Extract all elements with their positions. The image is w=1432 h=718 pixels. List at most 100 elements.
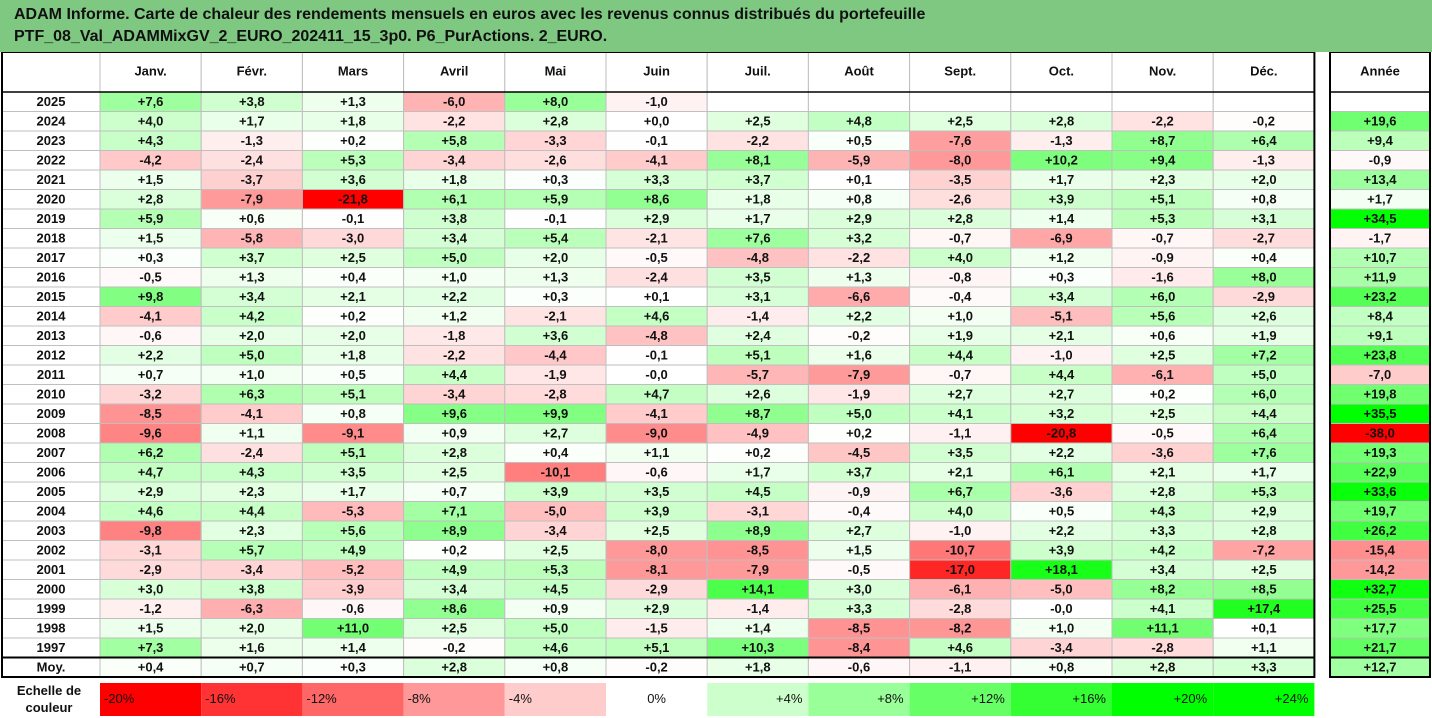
cell-value: -9,0: [645, 426, 667, 441]
cell-value: +1,8: [745, 192, 771, 207]
cell-value: +0,7: [441, 484, 467, 499]
year-label: 2004: [37, 504, 67, 519]
heatmap-cell: [706, 91, 809, 112]
cell-value: +7,3: [138, 640, 164, 655]
column-header-annual: Année: [1360, 63, 1400, 78]
cell-value: +11,0: [337, 621, 369, 636]
heatmap-cell: [1111, 91, 1214, 112]
column-header: Juil.: [745, 63, 771, 78]
cell-value: +2,5: [947, 114, 973, 129]
cell-value: +5,1: [1150, 192, 1176, 207]
cell-value: +0,4: [340, 270, 366, 285]
cell-value: -5,9: [848, 153, 870, 168]
cell-value: +1,7: [745, 211, 771, 226]
cell-value: +8,7: [745, 406, 771, 421]
cell-value: -8,0: [949, 153, 971, 168]
cell-value: +9,8: [138, 289, 164, 304]
cell-value: -1,0: [949, 523, 971, 538]
cell-value: -8,4: [848, 640, 871, 655]
cell-value: +2,8: [441, 445, 467, 460]
column-header: Janv.: [134, 63, 166, 78]
annual-value: +17,7: [1364, 621, 1397, 636]
cell-value: +2,8: [1150, 484, 1176, 499]
year-label: 1999: [37, 601, 66, 616]
cell-value: -1,5: [645, 621, 667, 636]
cell-value: -4,4: [544, 348, 567, 363]
cell-value: +7,6: [138, 94, 164, 109]
year-label: 2019: [37, 211, 66, 226]
cell-value: -4,8: [645, 328, 667, 343]
cell-value: +5,9: [138, 211, 164, 226]
cell-value: +5,3: [1251, 484, 1277, 499]
cell-value: +2,8: [947, 211, 973, 226]
cell-value: +2,0: [239, 328, 265, 343]
cell-value: +18,1: [1045, 562, 1078, 577]
cell-value: -5,3: [342, 504, 364, 519]
average-value: +0,8: [543, 660, 569, 675]
annual-value: +9,4: [1367, 133, 1393, 148]
cell-value: +4,6: [543, 640, 569, 655]
cell-value: +5,4: [543, 231, 569, 246]
cell-value: +3,9: [1049, 192, 1075, 207]
average-value: +3,3: [1251, 660, 1277, 675]
year-label: 2005: [37, 484, 66, 499]
year-label: 2011: [37, 367, 65, 382]
cell-value: +5,0: [441, 250, 467, 265]
title-band: ADAM Informe. Carte de chaleur des rende…: [0, 0, 1432, 52]
cell-value: -2,7: [1253, 231, 1275, 246]
scale-swatch: [1213, 683, 1315, 716]
cell-value: -6,6: [848, 289, 870, 304]
annual-value: +33,6: [1364, 484, 1397, 499]
cell-value: +1,1: [644, 445, 670, 460]
cell-value: -5,0: [544, 504, 566, 519]
cell-value: +3,7: [745, 172, 771, 187]
annual-value: +23,8: [1364, 348, 1397, 363]
cell-value: +0,3: [543, 289, 569, 304]
cell-value: -4,8: [747, 250, 769, 265]
cell-value: +2,9: [644, 601, 670, 616]
cell-value: +4,9: [340, 543, 366, 558]
cell-value: +0,2: [846, 426, 872, 441]
annual-value: +9,1: [1367, 328, 1393, 343]
scale-swatch: [1112, 683, 1214, 716]
cell-value: +3,2: [1049, 406, 1075, 421]
scale-label: +12%: [971, 691, 1005, 706]
year-label: 2025: [37, 94, 66, 109]
cell-value: -0,9: [848, 484, 870, 499]
column-header: Avril: [440, 63, 468, 78]
cell-value: -8,1: [645, 562, 667, 577]
cell-value: +1,8: [340, 114, 366, 129]
cell-value: -3,0: [342, 231, 364, 246]
cell-value: -0,2: [1253, 114, 1275, 129]
cell-value: +3,4: [441, 582, 467, 597]
year-label: 2001: [37, 562, 66, 577]
cell-value: +8,9: [441, 523, 467, 538]
cell-value: +4,8: [846, 114, 872, 129]
cell-value: +2,7: [1049, 387, 1075, 402]
year-label: 2014: [37, 309, 67, 324]
average-value: -0,6: [848, 660, 870, 675]
cell-value: +0,3: [1049, 270, 1075, 285]
cell-value: -1,9: [848, 387, 870, 402]
cell-value: +0,7: [138, 367, 164, 382]
cell-value: +0,3: [138, 250, 164, 265]
cell-value: -4,1: [139, 309, 161, 324]
scale-swatch: [1010, 683, 1112, 716]
cell-value: +11,1: [1147, 621, 1179, 636]
cell-value: +2,5: [1251, 562, 1277, 577]
cell-value: -3,9: [342, 582, 364, 597]
scale-label: 0%: [647, 691, 666, 706]
cell-value: +5,0: [1251, 367, 1277, 382]
cell-value: +8,0: [1251, 270, 1277, 285]
cell-value: -3,4: [544, 523, 567, 538]
cell-value: -9,1: [342, 426, 364, 441]
heatmap-cell: [1010, 91, 1113, 112]
cell-value: +1,6: [846, 348, 872, 363]
scale-label: +24%: [1275, 691, 1309, 706]
cell-value: -2,2: [1151, 114, 1173, 129]
cell-value: -3,1: [139, 543, 161, 558]
column-header: Nov.: [1149, 63, 1176, 78]
cell-value: -6,1: [949, 582, 971, 597]
cell-value: +5,0: [846, 406, 872, 421]
scale-swatch: [606, 683, 708, 716]
